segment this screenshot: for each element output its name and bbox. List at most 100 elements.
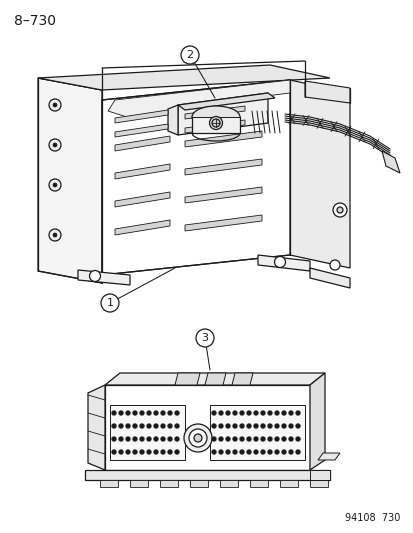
Polygon shape: [185, 159, 261, 175]
Circle shape: [132, 410, 137, 416]
Circle shape: [101, 294, 119, 312]
Circle shape: [132, 437, 137, 441]
Circle shape: [274, 437, 279, 441]
Circle shape: [139, 410, 144, 416]
Circle shape: [153, 410, 158, 416]
Circle shape: [267, 437, 272, 441]
Circle shape: [160, 449, 165, 455]
Text: 8–730: 8–730: [14, 14, 56, 28]
Polygon shape: [115, 220, 170, 235]
Polygon shape: [190, 480, 207, 487]
Circle shape: [49, 139, 61, 151]
Circle shape: [146, 449, 151, 455]
Polygon shape: [185, 131, 261, 147]
Circle shape: [232, 410, 237, 416]
Polygon shape: [175, 373, 199, 385]
Circle shape: [232, 424, 237, 429]
Polygon shape: [168, 105, 178, 135]
Circle shape: [246, 437, 251, 441]
Circle shape: [53, 143, 57, 147]
Circle shape: [218, 449, 223, 455]
Circle shape: [246, 449, 251, 455]
Circle shape: [194, 434, 202, 442]
Polygon shape: [115, 110, 168, 123]
Circle shape: [111, 437, 116, 441]
Circle shape: [267, 449, 272, 455]
Circle shape: [260, 437, 265, 441]
Circle shape: [253, 424, 258, 429]
Circle shape: [239, 449, 244, 455]
Polygon shape: [309, 373, 324, 470]
Circle shape: [288, 410, 293, 416]
Polygon shape: [317, 453, 339, 460]
Polygon shape: [110, 405, 185, 460]
Circle shape: [153, 424, 158, 429]
Circle shape: [225, 410, 230, 416]
Circle shape: [253, 449, 258, 455]
Polygon shape: [192, 117, 240, 133]
Polygon shape: [115, 124, 168, 137]
Circle shape: [225, 424, 230, 429]
Circle shape: [218, 410, 223, 416]
Text: 94108  730: 94108 730: [344, 513, 399, 523]
Polygon shape: [309, 470, 329, 480]
Circle shape: [53, 103, 57, 107]
Circle shape: [260, 424, 265, 429]
Circle shape: [167, 437, 172, 441]
Circle shape: [239, 410, 244, 416]
Polygon shape: [289, 80, 349, 268]
Polygon shape: [209, 405, 304, 460]
Polygon shape: [115, 164, 170, 179]
Polygon shape: [185, 106, 244, 119]
Circle shape: [274, 424, 279, 429]
Polygon shape: [115, 192, 170, 207]
Circle shape: [211, 119, 219, 127]
Circle shape: [111, 410, 116, 416]
Circle shape: [274, 410, 279, 416]
Circle shape: [274, 256, 285, 268]
Polygon shape: [178, 93, 274, 110]
Circle shape: [160, 424, 165, 429]
Circle shape: [281, 410, 286, 416]
Circle shape: [232, 437, 237, 441]
Circle shape: [125, 424, 130, 429]
Polygon shape: [108, 80, 289, 118]
Circle shape: [146, 424, 151, 429]
Circle shape: [146, 410, 151, 416]
Circle shape: [253, 437, 258, 441]
Circle shape: [295, 424, 300, 429]
Circle shape: [260, 410, 265, 416]
Circle shape: [267, 410, 272, 416]
Circle shape: [211, 449, 216, 455]
Circle shape: [125, 437, 130, 441]
Circle shape: [53, 233, 57, 237]
Circle shape: [139, 449, 144, 455]
Circle shape: [246, 424, 251, 429]
Circle shape: [146, 437, 151, 441]
Polygon shape: [78, 270, 130, 285]
Circle shape: [211, 410, 216, 416]
Polygon shape: [304, 81, 349, 103]
Polygon shape: [178, 93, 267, 135]
Circle shape: [118, 437, 123, 441]
Circle shape: [288, 449, 293, 455]
Polygon shape: [115, 136, 170, 151]
Circle shape: [183, 424, 211, 452]
Polygon shape: [231, 373, 252, 385]
Polygon shape: [159, 480, 178, 487]
Circle shape: [195, 329, 214, 347]
Circle shape: [267, 424, 272, 429]
Polygon shape: [185, 215, 261, 231]
Circle shape: [274, 449, 279, 455]
Circle shape: [160, 437, 165, 441]
Circle shape: [125, 449, 130, 455]
Circle shape: [160, 410, 165, 416]
Circle shape: [153, 449, 158, 455]
Circle shape: [118, 424, 123, 429]
Circle shape: [239, 437, 244, 441]
Circle shape: [118, 410, 123, 416]
Circle shape: [211, 437, 216, 441]
Circle shape: [125, 410, 130, 416]
Circle shape: [139, 437, 144, 441]
Circle shape: [132, 449, 137, 455]
